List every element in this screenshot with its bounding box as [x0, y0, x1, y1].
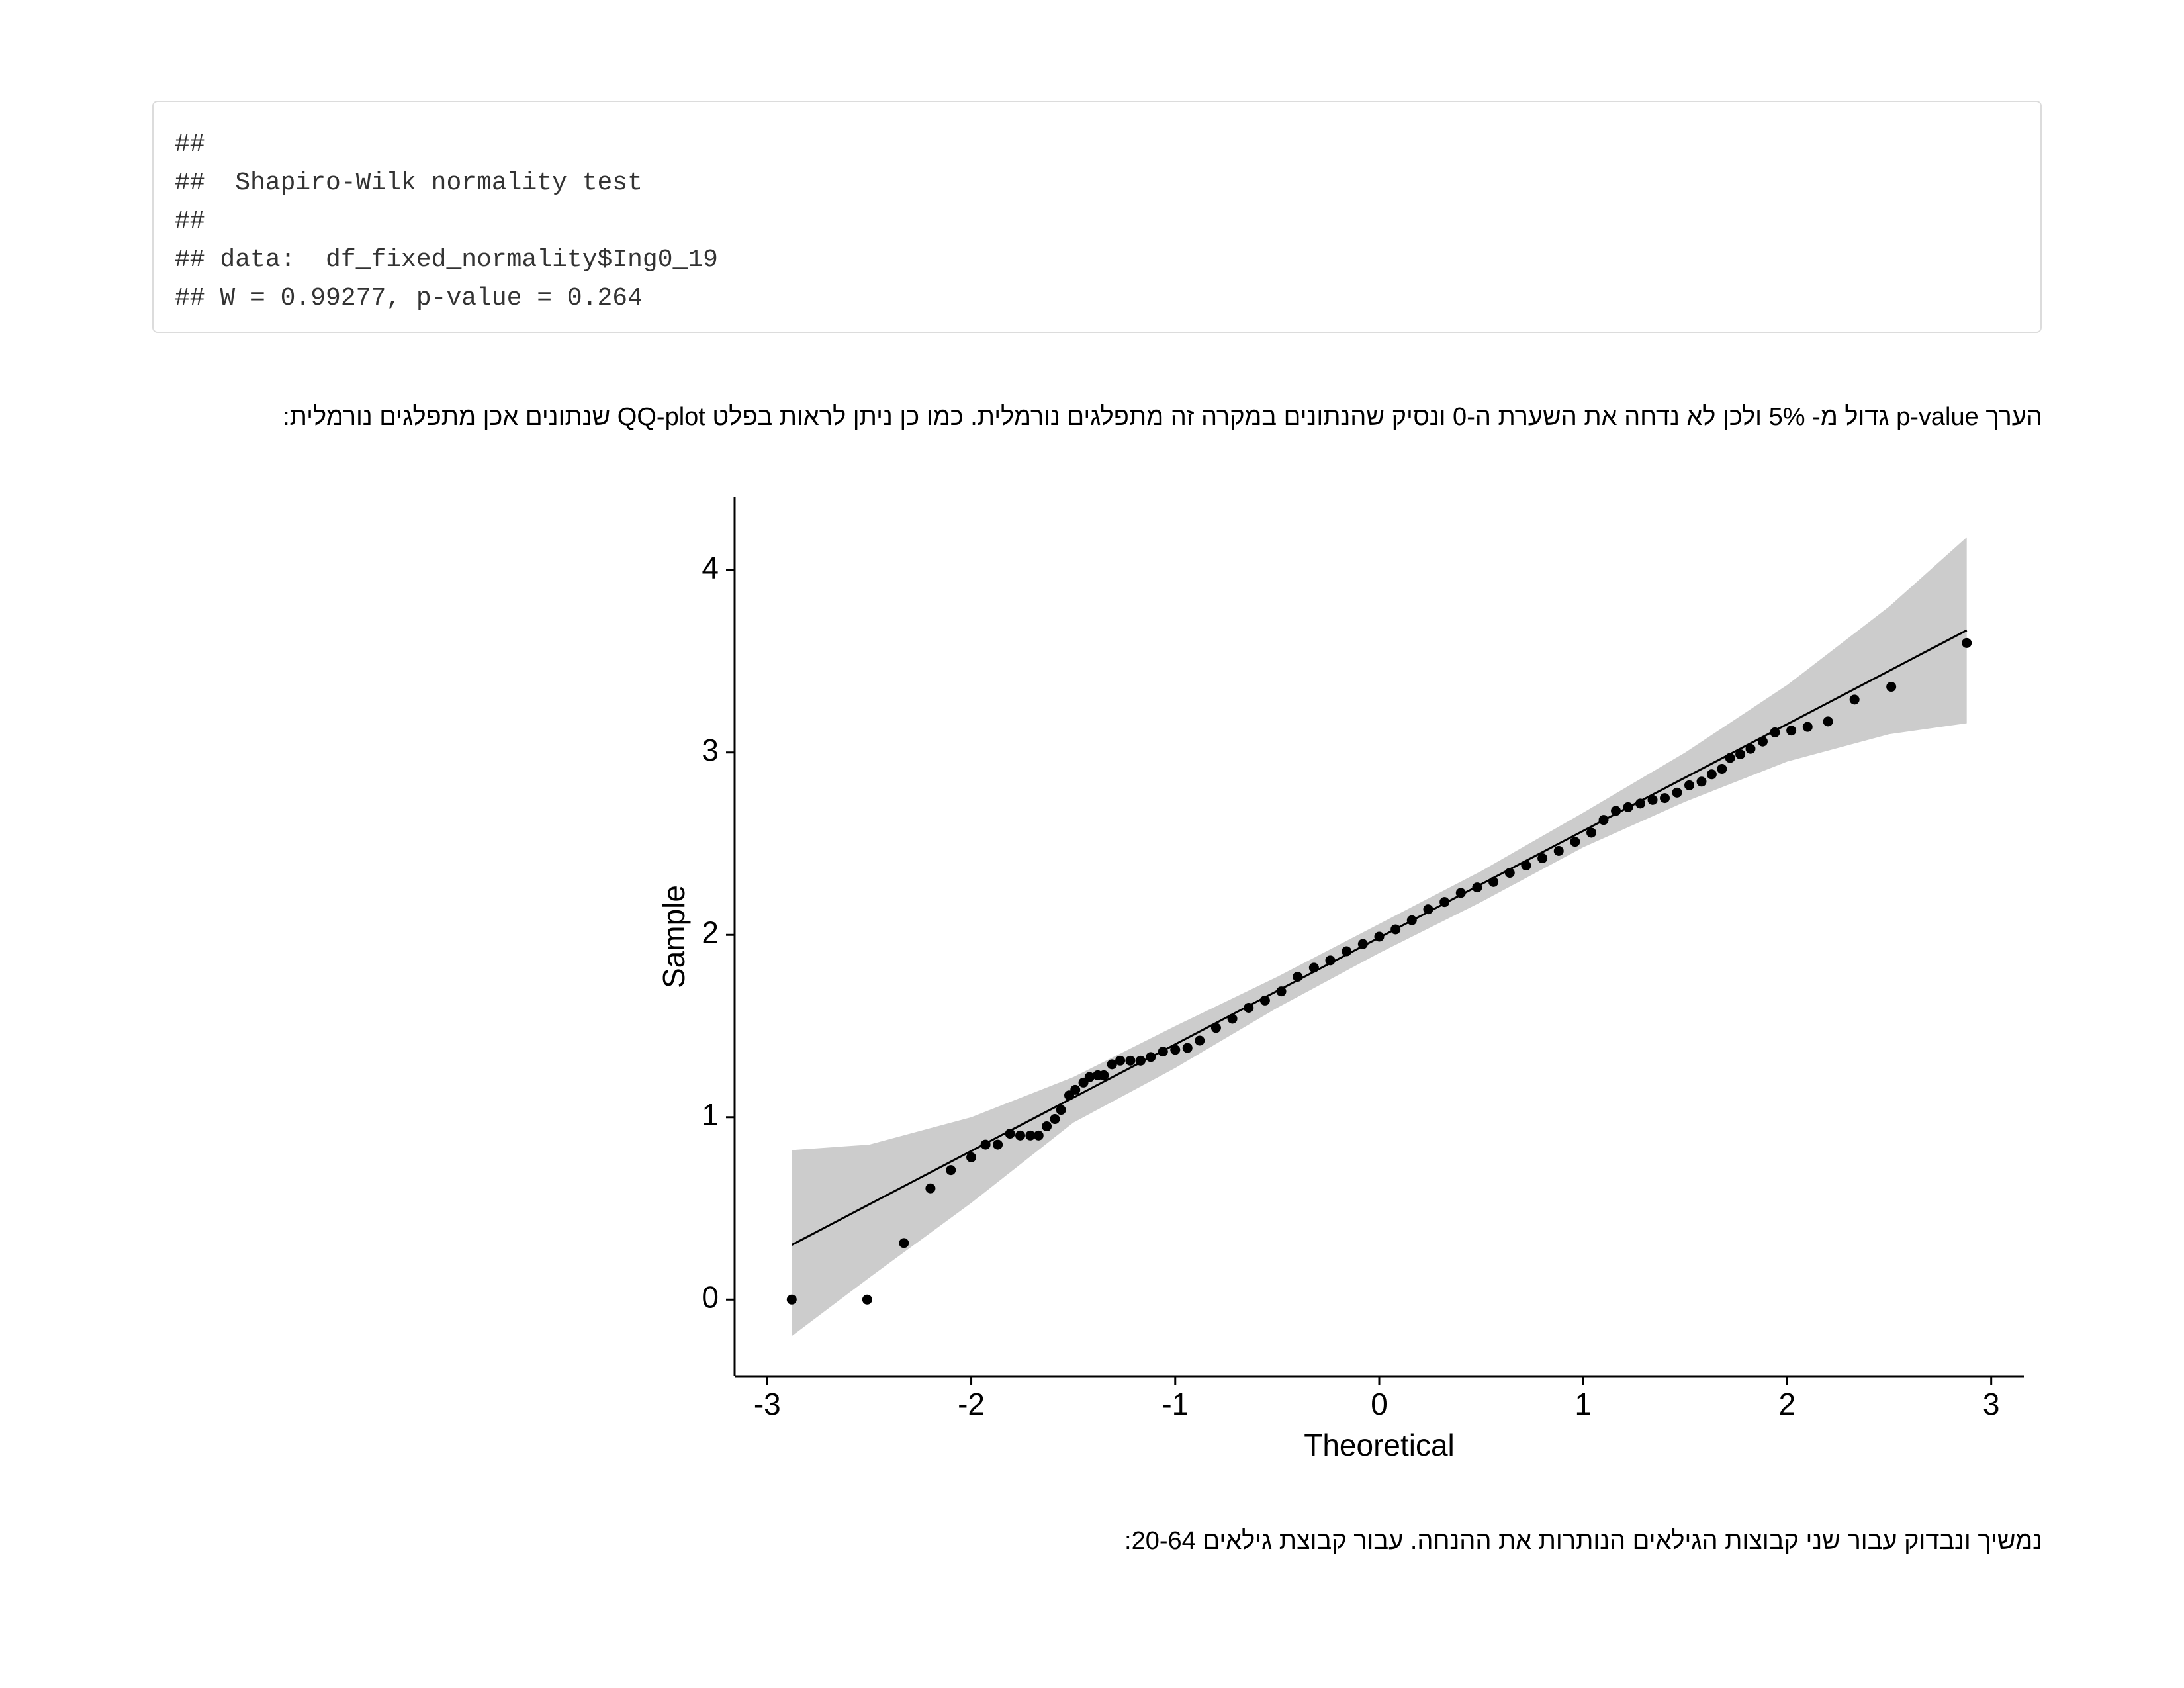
point: [1357, 939, 1368, 949]
point: [1472, 882, 1482, 893]
point: [1611, 806, 1621, 816]
point: [1598, 815, 1609, 825]
point: [1374, 931, 1385, 942]
point: [1244, 1002, 1254, 1013]
point: [1660, 793, 1670, 804]
point: [1696, 776, 1707, 787]
point: [1182, 1043, 1193, 1053]
x-axis-title: Theoretical: [1304, 1428, 1455, 1462]
point: [1025, 1130, 1036, 1141]
point: [1276, 986, 1287, 997]
y-tick-label: 1: [702, 1098, 719, 1132]
point: [1146, 1052, 1156, 1062]
point: [1135, 1055, 1146, 1066]
point: [1802, 722, 1813, 732]
code-line: ## Shapiro-Wilk normality test: [175, 169, 643, 197]
x-tick-label: -3: [754, 1387, 781, 1421]
x-tick-label: -2: [958, 1387, 985, 1421]
point: [1586, 827, 1597, 838]
y-tick-label: 3: [702, 733, 719, 767]
point: [1706, 769, 1717, 780]
point: [1439, 897, 1450, 908]
qq-plot: -3 -2 -1 0 1 2 3 0 1 2 3 4 Theoretical Sample: [657, 497, 2024, 1462]
point: [1786, 726, 1797, 736]
point: [899, 1238, 909, 1248]
point: [1056, 1105, 1066, 1115]
point: [1099, 1070, 1109, 1080]
y-tick-label: 2: [702, 915, 719, 949]
code-line: ##: [175, 130, 205, 159]
point: [1504, 868, 1515, 878]
point: [1033, 1130, 1044, 1141]
point: [1158, 1047, 1168, 1057]
point: [1170, 1045, 1181, 1055]
point: [1259, 995, 1270, 1006]
point: [1849, 694, 1860, 705]
point: [1107, 1059, 1117, 1070]
point: [1423, 904, 1433, 915]
point: [1210, 1023, 1221, 1033]
x-tick-label: 2: [1779, 1387, 1796, 1421]
x-tick-label: -1: [1161, 1387, 1189, 1421]
point: [1070, 1084, 1081, 1095]
point: [1390, 924, 1401, 935]
point: [1770, 727, 1780, 737]
point: [1886, 682, 1897, 692]
code-output: ## ## Shapiro-Wilk normality test ## ## …: [152, 101, 2042, 333]
point: [1521, 861, 1531, 871]
point: [980, 1139, 991, 1150]
point: [1195, 1035, 1205, 1046]
point: [1042, 1121, 1052, 1132]
point: [1553, 846, 1564, 857]
point: [1227, 1013, 1238, 1024]
point: [1005, 1129, 1015, 1139]
point: [966, 1152, 977, 1162]
point: [1293, 972, 1303, 982]
point: [1455, 888, 1466, 898]
point: [993, 1139, 1003, 1150]
x-tick-label: 1: [1574, 1387, 1592, 1421]
x-tick-label: 0: [1371, 1387, 1388, 1421]
point: [1125, 1055, 1136, 1066]
code-line: ## W = 0.99277, p-value = 0.264: [175, 284, 643, 312]
point: [1962, 637, 1972, 648]
point: [1050, 1114, 1060, 1125]
point: [946, 1165, 956, 1176]
point: [1735, 749, 1746, 759]
point: [1717, 764, 1727, 774]
point: [1488, 876, 1499, 887]
paragraph: נמשיך ונבדוק עבור שני קבוצות הגילאים הנו…: [1124, 1527, 2042, 1555]
point: [1725, 753, 1735, 763]
point: [1672, 787, 1682, 798]
point: [1115, 1055, 1126, 1066]
point: [925, 1183, 936, 1194]
point: [1084, 1072, 1095, 1082]
y-tick-label: 0: [702, 1280, 719, 1314]
point: [1570, 837, 1580, 847]
point: [786, 1294, 797, 1305]
point: [1537, 853, 1548, 864]
point: [1635, 798, 1646, 809]
point: [1647, 794, 1658, 805]
point: [1823, 716, 1833, 727]
paragraph: הערך p-value גדול מ- 5% ולכן לא נדחה את …: [283, 403, 2042, 431]
y-tick-label: 4: [702, 550, 719, 585]
code-line: ## data: df_fixed_normality$Ing0_19: [175, 246, 718, 274]
point: [1745, 743, 1756, 754]
point: [862, 1294, 872, 1305]
point: [1757, 736, 1768, 747]
point: [1623, 802, 1633, 812]
point: [1308, 962, 1319, 973]
y-axis-title: Sample: [657, 885, 691, 988]
code-line: ##: [175, 207, 205, 236]
point: [1684, 780, 1695, 790]
point: [1342, 946, 1352, 957]
point: [1015, 1130, 1026, 1141]
x-tick-label: 3: [1983, 1387, 2000, 1421]
point: [1406, 915, 1417, 925]
point: [1325, 955, 1336, 966]
